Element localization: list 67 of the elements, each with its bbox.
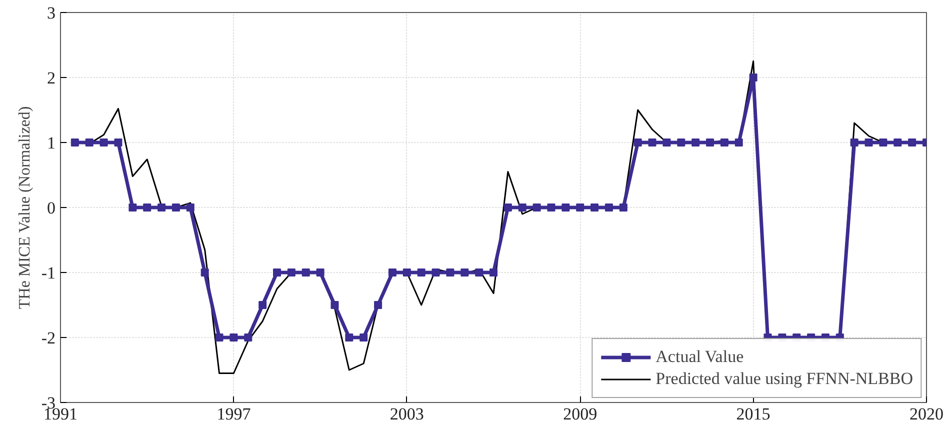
x-tick-label: 2003	[390, 404, 424, 424]
point	[330, 301, 339, 309]
point	[345, 334, 354, 342]
point	[70, 138, 79, 146]
y-tick-label: 1	[47, 134, 56, 152]
point	[532, 204, 541, 212]
x-tick-label: 2020	[910, 404, 944, 424]
point	[360, 334, 368, 342]
x-tick-label: 1997	[216, 404, 252, 424]
point	[316, 268, 324, 276]
point	[460, 268, 469, 276]
point	[634, 138, 642, 146]
point	[734, 138, 743, 146]
point	[706, 138, 714, 146]
point	[894, 138, 902, 146]
point	[677, 138, 686, 146]
y-tick-label: 3	[47, 4, 56, 22]
point	[287, 268, 296, 276]
point	[302, 268, 310, 276]
x-tick-label: 2009	[563, 404, 598, 424]
point	[749, 74, 758, 82]
point	[432, 268, 440, 276]
point	[143, 204, 152, 212]
legend-label: Predicted value using FFNN-NLBBO	[656, 369, 913, 389]
point	[258, 301, 267, 309]
point	[490, 268, 498, 276]
point	[648, 138, 656, 146]
point	[864, 138, 873, 146]
point	[879, 138, 888, 146]
point	[186, 204, 194, 212]
y-tick-label: 2	[47, 68, 56, 88]
point	[518, 204, 526, 212]
point	[388, 268, 396, 276]
x-tick-label: 2015	[736, 404, 770, 424]
point	[576, 204, 584, 212]
point	[547, 204, 556, 212]
point	[604, 204, 613, 212]
legend-label: Actual Value	[656, 347, 744, 367]
point	[100, 138, 108, 146]
point	[908, 138, 916, 146]
point	[244, 334, 252, 342]
point	[619, 204, 628, 212]
point	[215, 334, 224, 342]
point	[200, 268, 209, 276]
point	[475, 268, 484, 276]
point	[590, 204, 599, 212]
point	[446, 268, 454, 276]
point	[504, 204, 512, 212]
point	[273, 268, 281, 276]
y-axis-title: THe MICE Value (Normalized)	[16, 106, 34, 310]
point	[402, 268, 411, 276]
point	[85, 138, 94, 146]
point	[158, 204, 166, 212]
point	[720, 138, 728, 146]
point	[230, 334, 238, 342]
y-tick-label: -2	[41, 328, 56, 348]
point	[850, 138, 858, 146]
y-tick-label: -1	[41, 264, 56, 282]
point	[662, 138, 671, 146]
point	[417, 268, 426, 276]
point	[172, 204, 180, 212]
point	[374, 301, 382, 309]
point	[562, 204, 570, 212]
point	[692, 138, 700, 146]
point	[128, 204, 137, 212]
y-tick-label: 0	[47, 198, 56, 218]
point	[114, 138, 122, 146]
